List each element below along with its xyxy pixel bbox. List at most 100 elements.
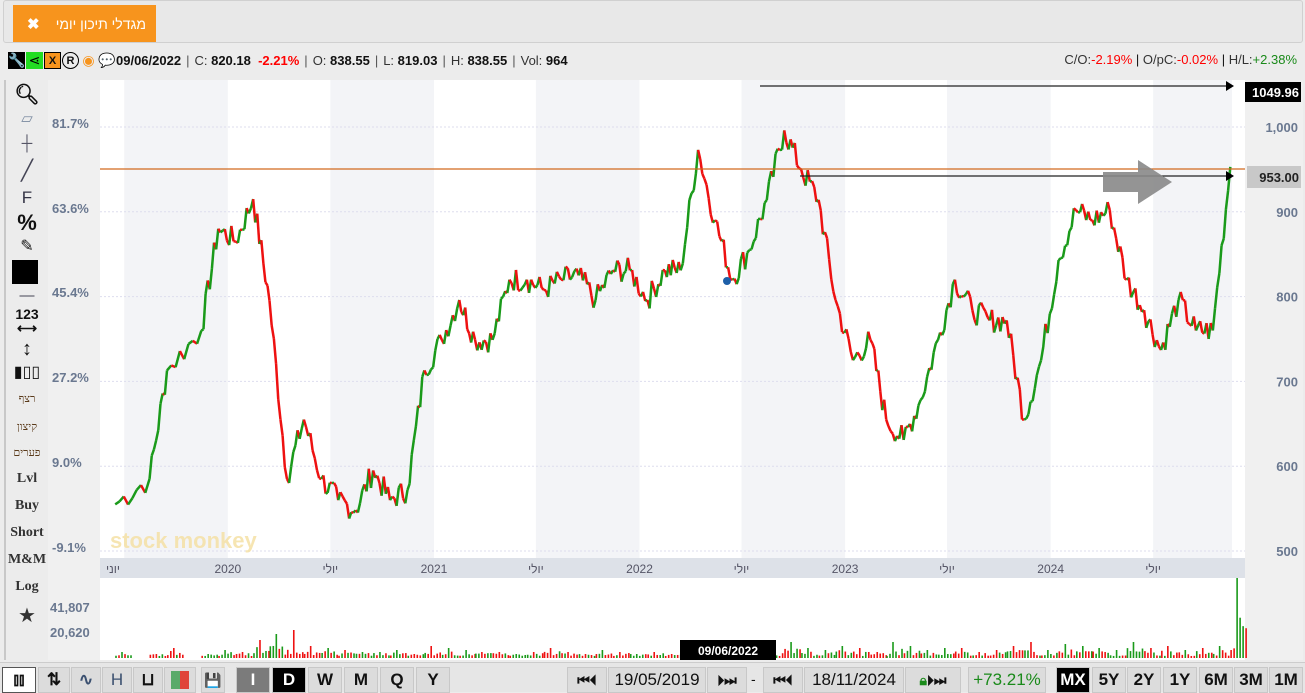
target-icon[interactable]: ◉ bbox=[80, 52, 97, 69]
volume-bar bbox=[550, 648, 552, 658]
tool-short[interactable]: Short bbox=[6, 524, 48, 542]
volume-bar bbox=[955, 652, 957, 658]
price-segment bbox=[501, 297, 503, 299]
volume-bar bbox=[608, 655, 610, 658]
range-1y[interactable]: 1Y bbox=[1163, 667, 1197, 693]
volume-bar bbox=[834, 655, 836, 658]
zoom-icon[interactable]: 🔍︎ bbox=[6, 84, 48, 106]
close-tab-icon[interactable]: ✖ bbox=[27, 15, 40, 33]
candlestick-chart-button[interactable]: ⫾⫾ bbox=[2, 667, 36, 693]
x-tick: 2023 bbox=[832, 562, 859, 576]
tool-buy[interactable]: Buy bbox=[6, 497, 48, 515]
volume-bar bbox=[1219, 646, 1221, 658]
price-segment bbox=[1056, 260, 1058, 281]
line-style-icon[interactable]: — bbox=[6, 287, 48, 305]
last-price-label: 953.00 bbox=[1259, 170, 1299, 185]
heikin-ashi-button[interactable]: H bbox=[102, 667, 132, 693]
price-segment bbox=[520, 288, 522, 291]
edit-icon[interactable]: ✎ bbox=[6, 238, 48, 256]
comment-icon[interactable]: 💬 bbox=[98, 52, 115, 69]
tool-extreme[interactable]: קיצון bbox=[6, 418, 48, 436]
volume-bar bbox=[828, 653, 830, 658]
volume-bar bbox=[633, 656, 635, 658]
save-icon[interactable]: 💾 bbox=[201, 667, 225, 693]
range-mx[interactable]: MX bbox=[1056, 667, 1090, 693]
color-picker-icon[interactable] bbox=[6, 260, 48, 284]
price-segment bbox=[289, 466, 291, 483]
price-segment bbox=[694, 174, 696, 191]
price-segment bbox=[864, 348, 866, 357]
volume-bar bbox=[1088, 651, 1090, 658]
fibonacci-icon[interactable]: F bbox=[6, 188, 48, 208]
interval-i[interactable]: I bbox=[236, 667, 270, 693]
range-1m[interactable]: 1M bbox=[1269, 667, 1303, 693]
eraser-icon[interactable]: ▱ bbox=[6, 110, 48, 128]
interval-q[interactable]: Q bbox=[380, 667, 414, 693]
volume-bar bbox=[813, 656, 815, 658]
volume-bar bbox=[457, 656, 459, 658]
volume-bar bbox=[779, 656, 781, 658]
start-forward-button[interactable]: ⏵⏭ bbox=[707, 667, 747, 693]
range-3m[interactable]: 3M bbox=[1234, 667, 1268, 693]
volume-bar bbox=[1187, 654, 1189, 658]
crosshair-icon[interactable]: ┼ bbox=[6, 135, 48, 153]
volume-bar bbox=[248, 653, 250, 658]
chart-svg[interactable]: 1,00090080070060050081.7%63.6%45.4%27.2%… bbox=[48, 80, 1303, 660]
candles-icon[interactable]: ▮▯▯ bbox=[6, 364, 48, 382]
price-segment bbox=[263, 263, 265, 282]
interval-m[interactable]: M bbox=[344, 667, 378, 693]
wrench-icon[interactable]: 🔧 bbox=[8, 52, 25, 69]
volume-bar bbox=[1242, 626, 1244, 658]
share-icon[interactable]: ⋖ bbox=[26, 52, 43, 69]
price-segment bbox=[1135, 288, 1137, 309]
tool-gaps[interactable]: פערים bbox=[6, 444, 48, 462]
range-2y[interactable]: 2Y bbox=[1127, 667, 1161, 693]
high-label: H: bbox=[451, 53, 464, 68]
start-date[interactable]: 19/05/2019 bbox=[608, 667, 706, 693]
ohlc-chart-button[interactable]: ⇅ bbox=[38, 667, 70, 693]
bar-chart-button[interactable]: ⊔ bbox=[133, 667, 163, 693]
tool-lvl[interactable]: Lvl bbox=[6, 470, 48, 488]
tool-log[interactable]: Log bbox=[6, 578, 48, 596]
price-segment bbox=[467, 329, 469, 333]
volume-bar bbox=[333, 651, 335, 658]
price-segment bbox=[238, 230, 240, 243]
tool-mm[interactable]: M&M bbox=[6, 551, 48, 569]
price-segment bbox=[435, 339, 437, 350]
volume-bar bbox=[1013, 646, 1015, 658]
range-6m[interactable]: 6M bbox=[1199, 667, 1233, 693]
interval-w[interactable]: W bbox=[308, 667, 342, 693]
excel-export-icon[interactable]: X bbox=[44, 52, 61, 69]
star-icon[interactable]: ★ bbox=[6, 605, 48, 627]
price-segment bbox=[918, 400, 920, 405]
volume-bar bbox=[870, 655, 872, 658]
measure-icon[interactable]: 123⟷ bbox=[6, 307, 48, 335]
x-tick: יולי bbox=[1145, 562, 1161, 576]
volume-bar bbox=[825, 650, 827, 658]
end-back-button[interactable]: ⏮⏴ bbox=[763, 667, 803, 693]
percent-icon[interactable]: % bbox=[6, 211, 48, 235]
price-segment bbox=[482, 340, 484, 349]
line-tool-icon[interactable]: ╱ bbox=[6, 160, 48, 182]
end-date[interactable]: 18/11/2024 bbox=[804, 667, 904, 693]
price-segment bbox=[681, 263, 683, 270]
price-segment bbox=[778, 149, 780, 150]
range-5y[interactable]: 5Y bbox=[1092, 667, 1126, 693]
interval-d[interactable]: D bbox=[272, 667, 306, 693]
lock-end-button[interactable]: 🔒︎⏵⏭ bbox=[905, 667, 961, 693]
price-segment bbox=[270, 301, 272, 326]
registered-icon[interactable]: R bbox=[62, 52, 79, 69]
tab-daily-high-school-towers[interactable]: ✖ מגדלי תיכון יומי bbox=[13, 5, 156, 42]
color-bars-button[interactable] bbox=[164, 667, 196, 693]
volume-bar bbox=[484, 654, 486, 658]
volume-bar bbox=[544, 652, 546, 658]
volume-bar bbox=[1205, 654, 1207, 658]
start-first-button[interactable]: ⏮⏴ bbox=[567, 667, 607, 693]
tool-continuous[interactable]: רצף bbox=[6, 390, 48, 408]
volume-bar bbox=[236, 654, 238, 658]
interval-y[interactable]: Y bbox=[416, 667, 450, 693]
vertical-scale-icon[interactable]: ↕ bbox=[6, 338, 48, 360]
volume-bar bbox=[124, 654, 126, 658]
line-chart-button[interactable]: ∿ bbox=[71, 667, 101, 693]
